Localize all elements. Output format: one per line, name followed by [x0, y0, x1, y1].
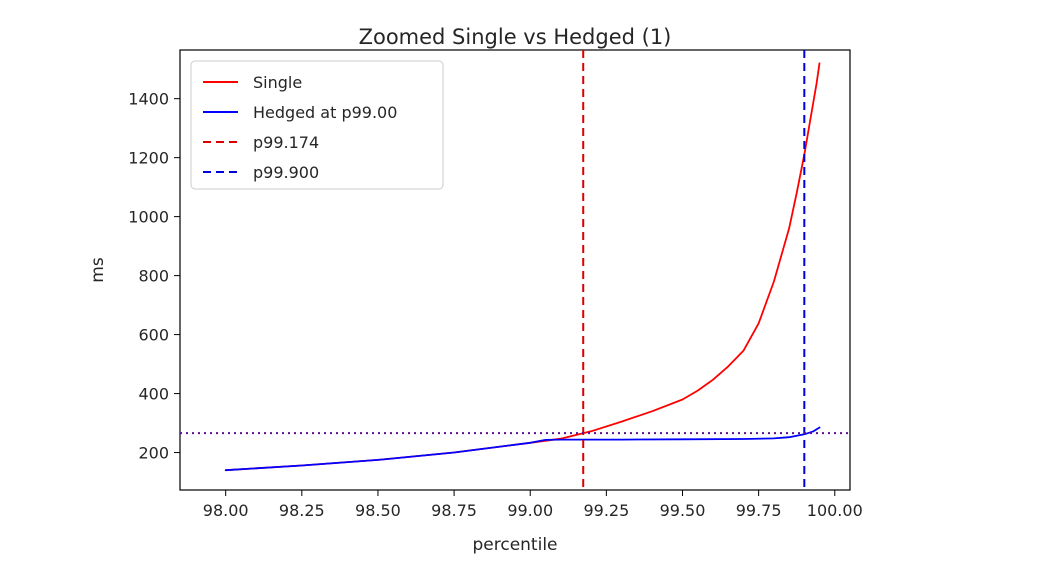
y-tick-label: 800	[138, 267, 169, 286]
y-tick-label: 600	[138, 326, 169, 345]
x-tick-label: 100.00	[807, 501, 863, 520]
legend-label: Hedged at p99.00	[253, 103, 397, 122]
x-tick-label: 98.50	[355, 501, 401, 520]
legend-label: Single	[253, 73, 302, 92]
legend: Single Hedged at p99.00 p99.174 p99.900	[190, 60, 444, 190]
x-tick-label: 98.25	[279, 501, 325, 520]
x-tick-label: 98.75	[431, 501, 477, 520]
x-tick-label: 99.50	[660, 501, 706, 520]
y-axis: 200 400 600 800 1000 1200 1400	[128, 90, 180, 463]
y-tick-label: 200	[138, 444, 169, 463]
y-tick-label: 1200	[128, 149, 169, 168]
x-tick-label: 99.25	[583, 501, 629, 520]
legend-items: Single Hedged at p99.00 p99.174 p99.900	[203, 73, 397, 182]
legend-label: p99.900	[253, 163, 319, 182]
x-tick-label: 98.00	[203, 501, 249, 520]
series-layer	[224, 62, 821, 472]
series-line-hedged	[224, 426, 821, 472]
x-tick-label: 99.00	[507, 501, 553, 520]
y-tick-label: 1400	[128, 90, 169, 109]
x-axis: 98.00 98.25 98.50 98.75 99.00 99.25 99.50 99.75…	[203, 490, 863, 520]
legend-box	[190, 60, 444, 190]
y-tick-label: 1000	[128, 208, 169, 227]
x-tick-label: 99.75	[736, 501, 782, 520]
y-tick-label: 400	[138, 385, 169, 404]
reference-lines	[180, 50, 850, 490]
x-axis-label: percentile	[472, 535, 557, 555]
chart-title: Zoomed Single vs Hedged (1)	[359, 25, 672, 49]
legend-label: p99.174	[253, 133, 319, 152]
y-axis-label: ms	[88, 257, 108, 283]
